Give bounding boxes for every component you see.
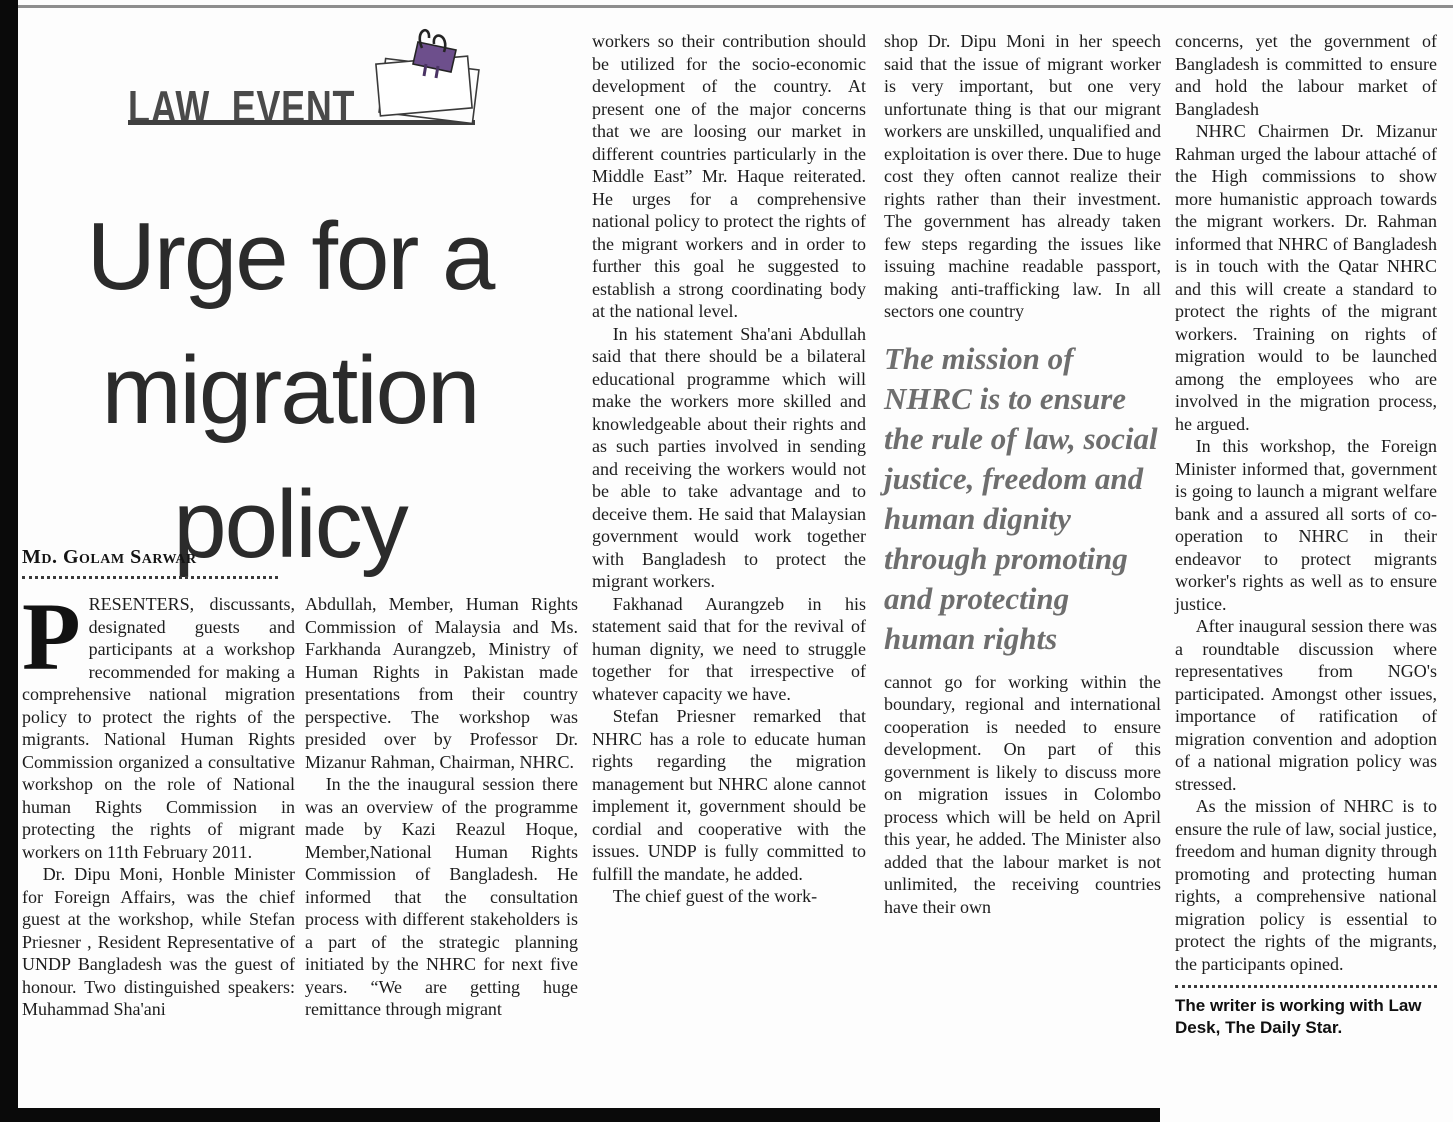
paragraph: workers so their contribution should be … [592, 31, 866, 321]
paragraph: As the mission of NHRC is to ensure the … [1175, 796, 1437, 974]
bottom-edge-bar [0, 1108, 1160, 1122]
section-rule [128, 120, 475, 125]
writer-credit: The writer is working with Law Desk, The… [1175, 985, 1437, 1039]
left-edge-bar [0, 0, 18, 1122]
paragraph: Stefan Priesner remarked that NHRC has a… [592, 706, 866, 884]
byline: Md. Golam Sarwar [22, 546, 197, 568]
drop-cap: P [22, 583, 81, 690]
paragraph: In the the inaugural session there was a… [305, 774, 578, 1019]
title-line-1: Urge for a [86, 203, 496, 311]
paragraph: The chief guest of the work- [612, 886, 818, 906]
article-title: Urge for a migration policy [28, 190, 552, 592]
pull-quote: The mission of NHRC is to ensure the rul… [884, 340, 1158, 656]
title-line-3: policy [173, 471, 408, 579]
paragraph: After inaugural session there was a roun… [1175, 616, 1437, 794]
paragraph: P RESENTERS, discussants, designated gues… [22, 583, 295, 862]
paragraph: Fakhanad Aurangzeb in his statement said… [592, 593, 866, 704]
section-label: LAW EVENT [128, 81, 356, 133]
paragraph: In his statement Sha'ani Abdullah said t… [592, 323, 866, 592]
paragraph: NHRC Chairmen Dr. Mizanur Rahman urged t… [1175, 121, 1437, 434]
title-line-2: migration [101, 337, 481, 445]
paragraph: cannot go for working within the boundar… [884, 671, 1161, 917]
paragraph: Abdullah, Member, Human Rights Commissio… [305, 594, 578, 772]
byline-divider [22, 576, 278, 579]
binder-clip-icon [375, 28, 480, 125]
paragraph: Dr. Dipu Moni, Honble Minister for Forei… [22, 864, 295, 1019]
body-column-4: shop Dr. Dipu Moni in her speech said th… [884, 30, 1161, 918]
paragraph: shop Dr. Dipu Moni in her speech said th… [884, 31, 1161, 321]
top-edge-rule [18, 5, 1453, 8]
body-column-5: concerns, yet the government of Banglade… [1175, 30, 1437, 1039]
body-column-1: P RESENTERS, discussants, designated gues… [22, 583, 295, 1021]
paragraph: concerns, yet the government of Banglade… [1175, 31, 1437, 119]
body-column-2: Abdullah, Member, Human Rights Commissio… [305, 593, 578, 1021]
paragraph: In this workshop, the Foreign Minister i… [1175, 436, 1437, 614]
body-column-3: workers so their contribution should be … [592, 30, 866, 908]
